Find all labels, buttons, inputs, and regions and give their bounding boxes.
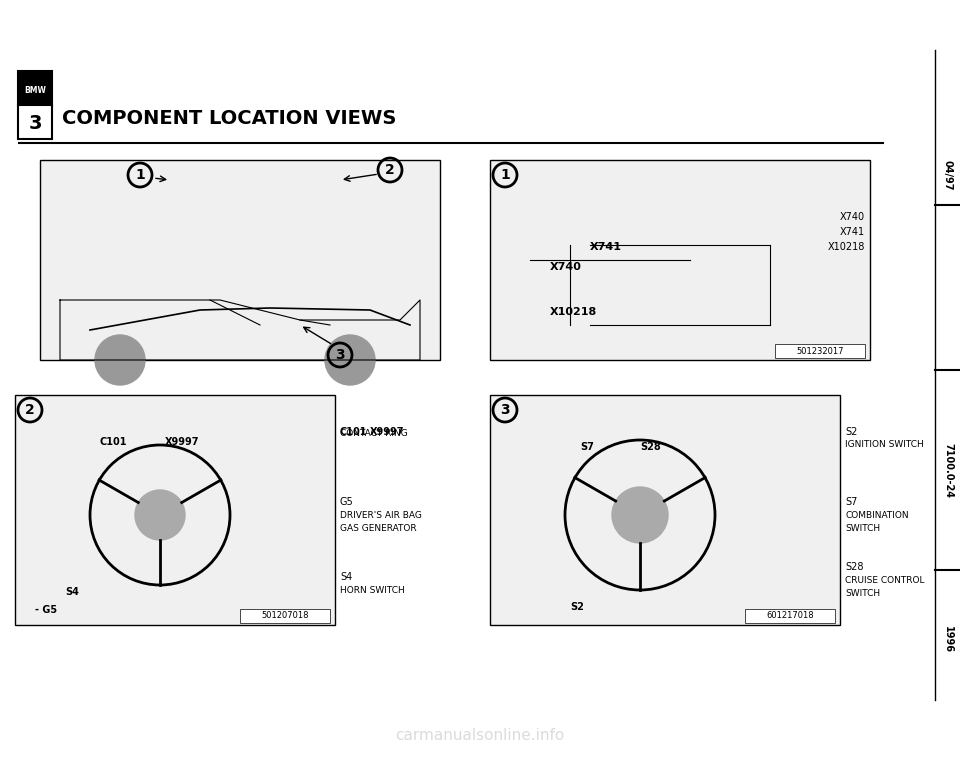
Text: carmanualsonline.info: carmanualsonline.info [396, 728, 564, 742]
Text: S4: S4 [65, 587, 79, 597]
Text: 3: 3 [28, 113, 41, 133]
Text: 1: 1 [135, 168, 145, 182]
Text: SWITCH: SWITCH [845, 524, 880, 533]
Text: 1: 1 [500, 168, 510, 182]
FancyBboxPatch shape [490, 160, 870, 360]
Text: S7: S7 [580, 442, 594, 452]
FancyBboxPatch shape [490, 395, 840, 625]
Text: BMW: BMW [24, 86, 46, 94]
Text: C101: C101 [100, 437, 128, 447]
Text: 1996: 1996 [943, 627, 953, 653]
Text: COMBINATION: COMBINATION [845, 511, 908, 520]
FancyBboxPatch shape [15, 395, 335, 625]
Text: 7100.0-24: 7100.0-24 [943, 443, 953, 497]
Text: G5: G5 [340, 497, 353, 507]
Text: 501207018: 501207018 [261, 611, 309, 620]
Text: 2: 2 [25, 403, 35, 417]
Text: 3: 3 [500, 403, 510, 417]
FancyBboxPatch shape [18, 105, 52, 139]
FancyBboxPatch shape [745, 609, 835, 623]
Text: X740: X740 [840, 212, 865, 222]
Text: 2: 2 [385, 163, 395, 177]
Circle shape [95, 335, 145, 385]
Text: X9997: X9997 [165, 437, 200, 447]
Circle shape [325, 335, 375, 385]
Circle shape [612, 487, 668, 543]
Text: X741: X741 [840, 227, 865, 237]
Text: SWITCH: SWITCH [845, 589, 880, 598]
FancyBboxPatch shape [240, 609, 330, 623]
Text: S2: S2 [845, 427, 857, 437]
Text: X740: X740 [550, 262, 582, 272]
Text: 3: 3 [335, 348, 345, 362]
Text: CONTACT RING: CONTACT RING [340, 429, 408, 438]
Text: X9997: X9997 [370, 427, 404, 437]
Text: S7: S7 [845, 497, 857, 507]
Text: 04/97: 04/97 [943, 160, 953, 190]
FancyBboxPatch shape [775, 344, 865, 358]
Text: S4: S4 [340, 572, 352, 582]
Text: CRUISE CONTROL: CRUISE CONTROL [845, 576, 924, 585]
Text: X741: X741 [590, 242, 622, 252]
Text: DRIVER'S AIR BAG: DRIVER'S AIR BAG [340, 511, 421, 520]
FancyBboxPatch shape [40, 160, 440, 360]
Text: - G5: - G5 [35, 605, 58, 615]
Text: IGNITION SWITCH: IGNITION SWITCH [845, 440, 924, 449]
Text: HORN SWITCH: HORN SWITCH [340, 586, 405, 595]
Text: 501232017: 501232017 [796, 346, 844, 355]
Text: X10218: X10218 [828, 242, 865, 252]
Text: COMPONENT LOCATION VIEWS: COMPONENT LOCATION VIEWS [62, 109, 396, 127]
Text: S2: S2 [570, 602, 584, 612]
Text: S28: S28 [640, 442, 660, 452]
FancyBboxPatch shape [18, 71, 52, 105]
Text: 601217018: 601217018 [766, 611, 814, 620]
Text: C101: C101 [340, 427, 368, 437]
Text: S28: S28 [845, 562, 863, 572]
Text: GAS GENERATOR: GAS GENERATOR [340, 524, 417, 533]
Text: X10218: X10218 [550, 307, 597, 317]
Circle shape [135, 490, 185, 540]
